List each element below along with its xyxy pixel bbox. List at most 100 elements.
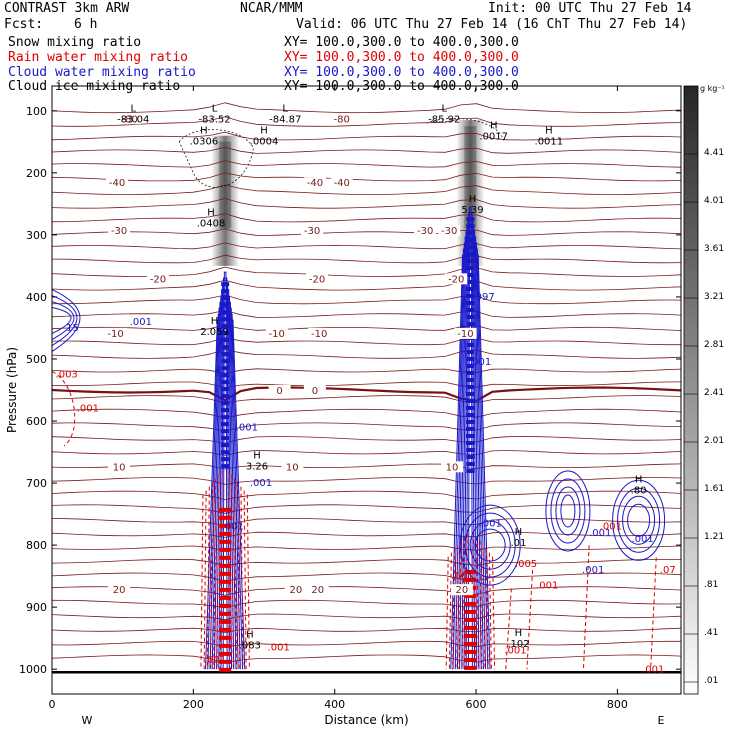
cloud-water-core-cell bbox=[221, 352, 230, 357]
cloud-water-contour-label: .001 bbox=[582, 565, 604, 576]
colorbar-label: 1.21 bbox=[704, 532, 725, 542]
isotherm-label-bg bbox=[330, 177, 353, 189]
isotherm-line-27 bbox=[51, 477, 682, 485]
rain-contour-0 bbox=[230, 474, 234, 670]
rain-core-cell bbox=[219, 523, 232, 528]
rain-contour-1 bbox=[472, 532, 476, 670]
cloud-water-core-cell bbox=[466, 391, 475, 396]
cloud-water-core-cell bbox=[221, 289, 230, 294]
cloud-water-core-cell bbox=[466, 244, 475, 249]
cloud-water-core-cell bbox=[466, 349, 475, 354]
rain-contour-label: .005 bbox=[515, 559, 537, 570]
y-tick-label: 1000 bbox=[19, 663, 47, 676]
rain-core-cell bbox=[219, 603, 232, 608]
isotherm-line-33 bbox=[51, 558, 682, 567]
x-tick-label: 400 bbox=[324, 698, 345, 711]
isotherm-line-4 bbox=[51, 160, 682, 168]
rain-core-cell bbox=[464, 577, 477, 582]
colorbar-unit-label: g kg⁻¹ bbox=[700, 84, 725, 93]
cloud-water-contour-1 bbox=[454, 242, 487, 670]
rain-contour-shallow bbox=[526, 569, 534, 670]
isotherm-line-6 bbox=[51, 184, 682, 196]
rain-contour-label: .001 bbox=[642, 664, 664, 675]
isotherm-label-bg bbox=[104, 327, 127, 339]
cloud-water-shallow-0 bbox=[459, 504, 521, 586]
cloud-water-contour-west-edge bbox=[51, 289, 81, 352]
isotherm-line-13 bbox=[51, 279, 682, 291]
isotherm-label: -20 bbox=[150, 274, 166, 285]
rain-contour-label: .001 bbox=[600, 522, 622, 533]
isotherm-label-bg bbox=[306, 584, 329, 596]
cloud-water-core-cell bbox=[221, 303, 230, 308]
cloud-water-shallow-0 bbox=[464, 512, 516, 578]
y-tick-label: 700 bbox=[26, 477, 47, 490]
cloud-water-core-cell bbox=[221, 310, 230, 315]
extremum-high-marker: H bbox=[200, 126, 208, 137]
y-tick-label: 600 bbox=[26, 415, 47, 428]
extremum-value: -85.92 bbox=[428, 114, 460, 125]
rain-contour-0 bbox=[200, 494, 204, 670]
isotherm-label-bg bbox=[445, 273, 468, 285]
extremum-value: .0306 bbox=[190, 137, 219, 148]
rain-core-cell bbox=[219, 539, 232, 544]
isotherm-line-32 bbox=[51, 545, 682, 552]
y-tick-label: 400 bbox=[26, 291, 47, 304]
isotherm-line-16 bbox=[51, 324, 682, 331]
isotherm-label-bg bbox=[454, 327, 477, 339]
isotherm-label-bg bbox=[438, 224, 461, 236]
extremum-low-marker: L bbox=[441, 103, 447, 114]
extremum-value: .01 bbox=[510, 538, 526, 549]
y-tick-label: 900 bbox=[26, 601, 47, 614]
cloud-water-core-cell bbox=[221, 296, 230, 301]
extremum-high-marker: H bbox=[515, 527, 523, 538]
valid-time: Valid: 06 UTC Thu 27 Feb 14 (16 ChT Thu … bbox=[296, 17, 688, 32]
rain-contour-0 bbox=[246, 494, 250, 670]
cloud-water-shallow-0 bbox=[474, 528, 506, 562]
cloud-water-core-cell bbox=[466, 454, 475, 459]
cloud-water-core-cell bbox=[466, 237, 475, 242]
isotherm-label-bg bbox=[306, 273, 329, 285]
cloud-water-shallow-2 bbox=[617, 487, 661, 553]
x-axis-label: Distance (km) bbox=[324, 713, 408, 727]
cloud-water-core-cell bbox=[221, 443, 230, 448]
isotherm-label-bg bbox=[308, 327, 331, 339]
cloud-water-core-cell bbox=[221, 408, 230, 413]
rain-core-cell bbox=[464, 609, 477, 614]
y-tick-label: 800 bbox=[26, 539, 47, 552]
extremum-low-marker: L bbox=[212, 103, 218, 114]
cloud-water-contour-label: .001 bbox=[632, 534, 654, 545]
isotherm-line-17 bbox=[51, 337, 681, 346]
isotherm-line-40 bbox=[51, 654, 682, 664]
cloud-water-core-cell bbox=[466, 230, 475, 235]
isotherm-label-bg bbox=[147, 273, 170, 285]
rain-contour-label: .001 bbox=[504, 646, 526, 657]
extremum-value: 5.39 bbox=[461, 205, 483, 216]
cloud-water-core-cell bbox=[466, 293, 475, 298]
y-tick-label: 100 bbox=[26, 105, 47, 118]
model-title: CONTRAST 3km ARW bbox=[4, 1, 130, 16]
cloud-water-core-cell bbox=[466, 314, 475, 319]
cloud-water-shallow-1 bbox=[545, 470, 591, 552]
cloud-water-core-cell bbox=[221, 415, 230, 420]
cloud-water-core-cell bbox=[221, 345, 230, 350]
isotherm-line-29 bbox=[51, 504, 682, 514]
snow-core-1 bbox=[464, 126, 477, 229]
isotherm-line-3 bbox=[51, 146, 682, 154]
isotherm-label: -80 bbox=[122, 114, 138, 125]
isotherm-label-bg bbox=[268, 385, 291, 396]
isotherm-line-12 bbox=[51, 266, 682, 277]
isotherm-label: -20 bbox=[309, 274, 325, 285]
extremum-high-marker: H bbox=[211, 316, 219, 327]
rain-contour-0 bbox=[237, 482, 241, 670]
rain-core-cell bbox=[219, 619, 232, 624]
cloud-water-contour-label: .001 bbox=[222, 522, 244, 533]
rain-core-cell bbox=[464, 601, 477, 606]
extremum-value: .0408 bbox=[197, 218, 226, 229]
colorbar-label: .81 bbox=[704, 580, 719, 590]
cloud-water-core-cell bbox=[221, 359, 230, 364]
rain-contour-0 bbox=[227, 470, 231, 670]
isotherm-line-25 bbox=[51, 449, 682, 456]
rain-core-cell bbox=[219, 659, 232, 664]
isotherm-line-9 bbox=[51, 228, 682, 236]
isotherm-label-bg bbox=[303, 177, 326, 189]
